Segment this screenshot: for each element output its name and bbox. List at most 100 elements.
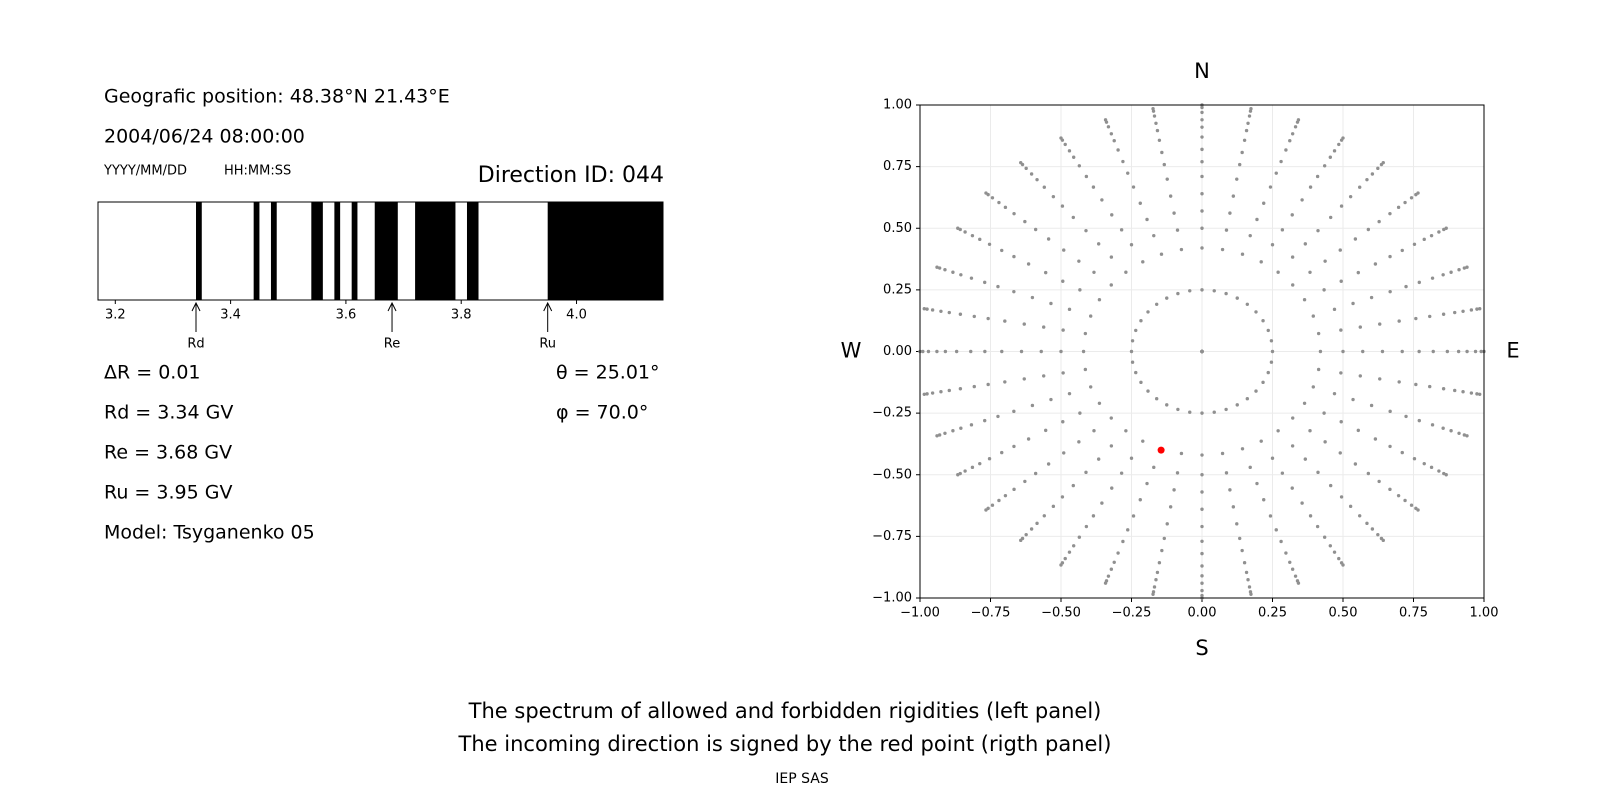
- direction-dot: [939, 309, 943, 313]
- direction-dot: [1445, 349, 1450, 354]
- direction-dot: [1388, 409, 1392, 414]
- direction-dot: [1400, 349, 1404, 354]
- direction-dot: [1366, 227, 1371, 232]
- direction-dot: [987, 457, 992, 461]
- direction-dot: [1240, 252, 1245, 256]
- direction-dot: [1168, 194, 1173, 198]
- direction-dot: [1247, 114, 1252, 118]
- direction-dot: [1109, 444, 1114, 448]
- x-tick-label: 3.8: [451, 308, 472, 323]
- direction-dot: [1311, 385, 1315, 389]
- direction-dot: [1024, 166, 1028, 171]
- direction-dot: [1049, 301, 1053, 306]
- direction-dot: [1151, 107, 1155, 111]
- direction-dot: [1255, 481, 1259, 486]
- direction-dot: [1089, 314, 1093, 318]
- direction-dot: [1124, 270, 1128, 274]
- direction-dot: [1179, 451, 1184, 456]
- direction-dot: [1462, 433, 1467, 437]
- direction-dot: [1318, 349, 1323, 354]
- direction-dot: [1341, 349, 1345, 354]
- direction-dot: [1430, 276, 1435, 280]
- x-tick-label: 4.0: [566, 308, 587, 323]
- direction-dot: [1429, 465, 1434, 470]
- direction-dot: [1369, 403, 1374, 408]
- direction-dot: [1235, 403, 1239, 407]
- direction-dot: [1479, 349, 1483, 354]
- direction-dot: [1322, 164, 1327, 168]
- direction-dot: [1381, 160, 1385, 165]
- direction-dot: [1200, 147, 1204, 152]
- direction-dot: [1290, 567, 1295, 571]
- direction-dot: [1067, 550, 1072, 554]
- direction-dot: [1152, 114, 1157, 118]
- direction-dot: [1358, 514, 1362, 518]
- direction-dot: [1235, 296, 1239, 300]
- direction-dot: [1152, 233, 1156, 238]
- direction-dot: [1138, 498, 1142, 502]
- direction-dot: [1200, 473, 1204, 477]
- direction-dot: [1475, 307, 1479, 311]
- direction-dot: [1444, 226, 1448, 230]
- direction-dot: [1162, 162, 1166, 167]
- direction-dot: [1428, 384, 1432, 389]
- direction-dot: [1290, 444, 1295, 448]
- direction-dot: [1388, 254, 1392, 259]
- direction-dot: [1388, 211, 1392, 216]
- direction-dot: [1131, 185, 1136, 189]
- direction-dot: [1409, 503, 1414, 507]
- direction-dot: [1332, 550, 1337, 554]
- direction-dot: [1276, 270, 1280, 274]
- direction-dot: [1462, 266, 1467, 270]
- compass-label: S: [1195, 636, 1208, 660]
- direction-dot: [1339, 420, 1343, 424]
- direction-dot: [1063, 142, 1067, 147]
- direction-dot: [1322, 411, 1326, 415]
- arrow-head: [191, 301, 201, 312]
- direction-dot: [1302, 298, 1307, 302]
- direction-dot: [1328, 544, 1333, 548]
- direction-dot: [983, 349, 987, 354]
- direction-dot: [1159, 252, 1164, 256]
- direction-dot: [1475, 392, 1479, 396]
- direction-dot: [963, 469, 967, 473]
- caption: The spectrum of allowed and forbidden ri…: [468, 699, 1102, 723]
- direction-dot: [1051, 504, 1056, 509]
- forbidden-band: [196, 202, 202, 300]
- direction-dot: [1061, 420, 1065, 424]
- direction-dot: [1441, 387, 1446, 391]
- direction-dot: [1469, 391, 1474, 395]
- direction-dot: [1441, 273, 1445, 277]
- direction-dot: [1059, 349, 1063, 354]
- direction-dot: [1358, 325, 1362, 329]
- direction-dot: [1361, 349, 1365, 354]
- direction-dot: [1039, 349, 1043, 354]
- direction-dot: [1457, 268, 1461, 272]
- direction-dot: [1200, 524, 1204, 529]
- forbidden-band: [334, 202, 341, 300]
- direction-dot: [1338, 451, 1342, 455]
- direction-dot: [1000, 450, 1004, 455]
- direction-dot: [1412, 457, 1417, 461]
- direction-dot: [1145, 217, 1149, 222]
- direction-dot: [1414, 316, 1418, 321]
- direction-dot: [1200, 209, 1204, 213]
- direction-dot: [1077, 259, 1081, 263]
- direction-dot: [1200, 125, 1204, 129]
- direction-dot: [1126, 528, 1130, 532]
- direction-dot: [1428, 314, 1432, 319]
- direction-dot: [1288, 139, 1292, 143]
- direction-dot: [1332, 391, 1337, 396]
- direction-dot: [1358, 185, 1362, 189]
- direction-dot: [1200, 588, 1204, 593]
- direction-dot: [1067, 149, 1072, 153]
- direction-dot: [1029, 527, 1034, 531]
- direction-dot: [1151, 592, 1155, 596]
- direction-dot: [1376, 532, 1380, 537]
- direction-dot: [1200, 135, 1204, 139]
- direction-dot: [937, 433, 942, 437]
- direction-dot: [1109, 132, 1114, 136]
- direction-dot: [1244, 128, 1249, 133]
- direction-dot: [1003, 380, 1007, 384]
